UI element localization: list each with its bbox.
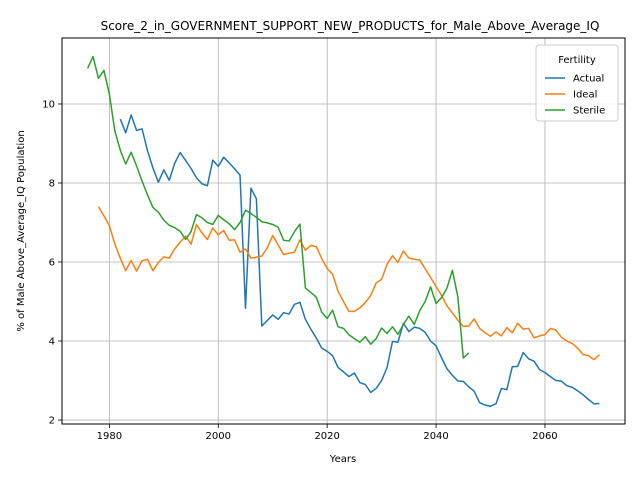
series-line-ideal bbox=[97, 206, 600, 361]
series-line-actual bbox=[119, 114, 600, 407]
legend-label-sterile: Sterile bbox=[573, 106, 605, 117]
legend-title: Fertility bbox=[558, 55, 596, 66]
axis-ticks: 1980 2000 2020 2040 2060 2 4 6 8 10 bbox=[42, 99, 557, 442]
legend: Fertility Actual Ideal Sterile bbox=[535, 44, 619, 122]
x-tick-label: 2040 bbox=[423, 431, 448, 442]
y-tick-label: 8 bbox=[49, 178, 55, 189]
grid-lines bbox=[62, 38, 625, 424]
legend-label-ideal: Ideal bbox=[573, 90, 597, 101]
x-tick-label: 2020 bbox=[314, 431, 339, 442]
legend-label-actual: Actual bbox=[573, 74, 604, 85]
x-tick-label: 1980 bbox=[97, 431, 122, 442]
x-tick-label: 2000 bbox=[206, 431, 231, 442]
plot-series bbox=[86, 55, 600, 407]
x-axis-label: Years bbox=[329, 454, 356, 465]
y-tick-label: 10 bbox=[42, 99, 55, 110]
y-axis-label: % of Male Above_Average_IQ Population bbox=[16, 130, 27, 331]
y-tick-label: 2 bbox=[49, 416, 55, 427]
series-line-sterile bbox=[86, 55, 470, 359]
y-tick-label: 6 bbox=[49, 258, 55, 269]
y-tick-label: 4 bbox=[49, 337, 55, 348]
plot-frame bbox=[61, 37, 626, 425]
x-tick-label: 2060 bbox=[532, 431, 557, 442]
legend-box bbox=[535, 44, 619, 122]
chart-title: Score_2_in_GOVERNMENT_SUPPORT_NEW_PRODUC… bbox=[101, 19, 600, 33]
